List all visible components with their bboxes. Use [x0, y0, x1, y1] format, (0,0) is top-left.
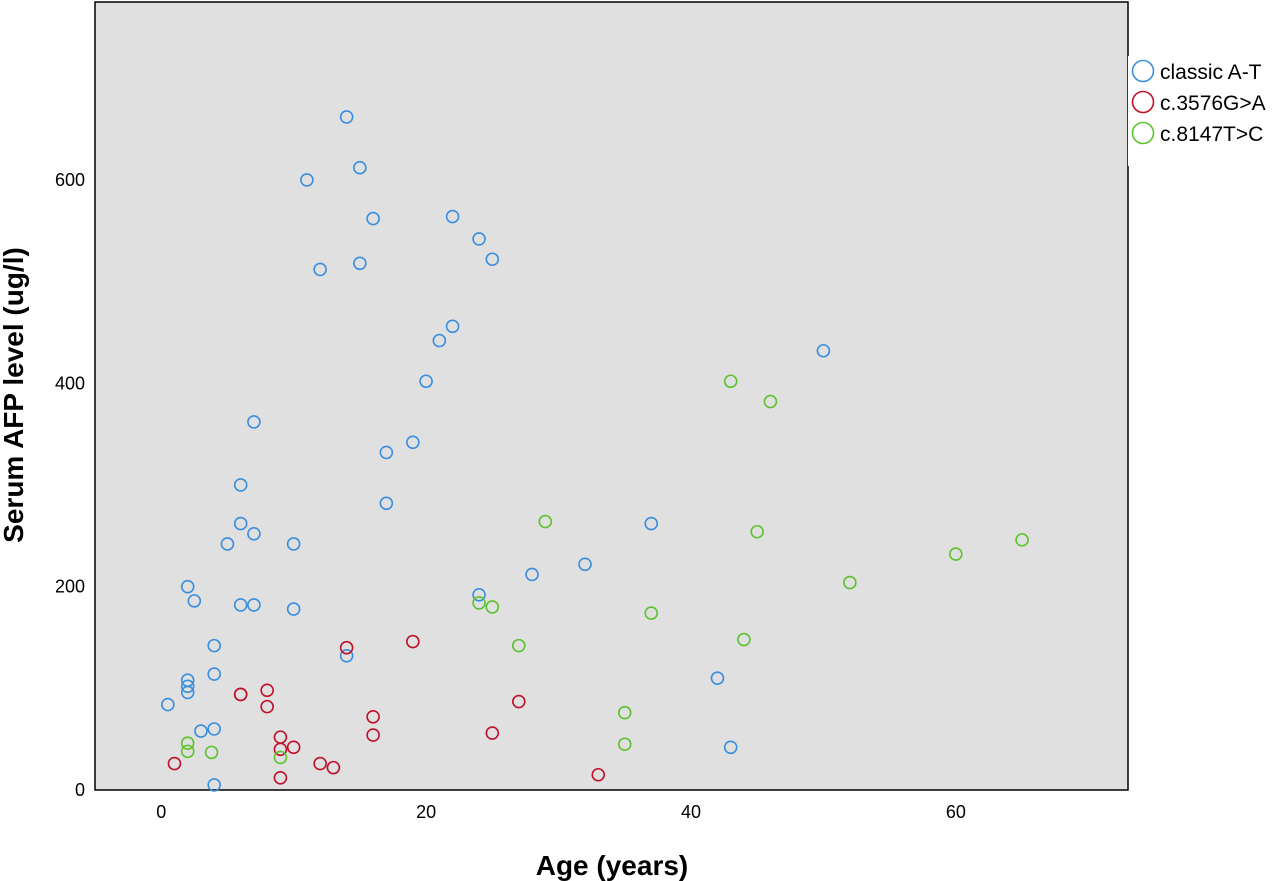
point-series-1 — [260, 699, 274, 714]
point-series-1 — [233, 687, 248, 702]
point-series-2 — [617, 705, 632, 720]
point-series-1 — [406, 634, 420, 649]
point-series-0 — [247, 598, 261, 612]
point-series-0 — [379, 445, 394, 460]
point-series-2 — [1015, 533, 1029, 547]
x-tick-label: 0 — [156, 802, 166, 822]
point-series-2 — [273, 750, 288, 765]
y-tick-label: 200 — [55, 577, 85, 597]
point-series-0 — [339, 110, 354, 124]
point-series-0 — [432, 333, 447, 348]
point-series-1 — [339, 640, 354, 655]
point-series-0 — [180, 679, 195, 694]
x-tick-label: 40 — [681, 802, 701, 822]
point-series-0 — [339, 648, 354, 663]
point-series-2 — [180, 744, 195, 759]
point-series-1 — [591, 767, 606, 782]
point-series-2 — [617, 737, 632, 752]
point-series-0 — [578, 557, 592, 572]
y-axis-title: Serum AFP level (ug/l) — [0, 247, 29, 543]
point-series-0 — [406, 435, 420, 450]
point-series-0 — [207, 638, 221, 653]
point-series-1 — [273, 770, 288, 785]
point-series-0 — [194, 724, 208, 738]
point-series-0 — [525, 567, 539, 582]
point-series-2 — [723, 374, 738, 389]
point-series-0 — [180, 579, 195, 594]
point-series-0 — [644, 516, 659, 531]
x-tick-label: 20 — [416, 802, 436, 822]
point-series-1 — [326, 760, 341, 775]
point-series-0 — [485, 252, 500, 267]
point-series-2 — [472, 596, 486, 610]
legend-marker — [1131, 59, 1155, 83]
point-series-0 — [313, 262, 327, 277]
point-series-2 — [204, 745, 219, 760]
point-series-0 — [220, 537, 235, 551]
point-series-0 — [286, 602, 301, 616]
y-tick-label: 400 — [55, 373, 85, 393]
point-series-1 — [286, 740, 301, 755]
point-series-2 — [737, 632, 751, 647]
point-series-0 — [233, 516, 248, 531]
point-series-0 — [710, 671, 725, 685]
point-series-2 — [180, 736, 195, 751]
point-series-0 — [816, 343, 831, 358]
point-series-2 — [763, 394, 778, 409]
point-series-0 — [180, 685, 195, 700]
point-series-1 — [511, 694, 526, 709]
point-series-0 — [419, 374, 433, 389]
legend: classic A-T c.3576G>A c.8147T>C — [1128, 56, 1280, 166]
x-axis-title: Age (years) — [536, 850, 689, 881]
point-series-0 — [723, 740, 738, 755]
point-series-0 — [472, 587, 486, 602]
point-series-0 — [445, 209, 460, 224]
point-series-0 — [247, 526, 261, 541]
legend-label: classic A-T — [1160, 61, 1262, 84]
point-series-0 — [472, 232, 486, 246]
point-series-0 — [233, 598, 248, 612]
point-series-2 — [949, 547, 963, 561]
point-series-1 — [273, 742, 288, 757]
point-series-0 — [286, 537, 301, 551]
legend-marker — [1131, 121, 1155, 145]
point-series-1 — [260, 683, 274, 698]
y-tick-label: 600 — [55, 170, 85, 190]
point-series-0 — [353, 256, 367, 271]
point-series-2 — [538, 514, 553, 529]
point-series-0 — [207, 667, 221, 681]
point-series-0 — [379, 496, 394, 511]
point-series-1 — [313, 756, 327, 771]
legend-marker — [1131, 90, 1155, 114]
legend-label: c.8147T>C — [1160, 123, 1263, 146]
point-series-2 — [485, 600, 500, 614]
data-points — [161, 110, 1029, 792]
point-series-2 — [843, 575, 857, 590]
point-series-0 — [233, 478, 248, 492]
point-series-0 — [300, 173, 314, 187]
point-series-1 — [366, 709, 380, 724]
point-series-0 — [445, 319, 460, 334]
point-series-1 — [366, 728, 380, 742]
plot-area — [94, 1, 1129, 791]
point-series-0 — [353, 160, 367, 175]
x-tick-label: 60 — [946, 802, 966, 822]
point-series-0 — [247, 415, 261, 429]
point-series-1 — [485, 726, 500, 740]
point-series-0 — [207, 722, 221, 736]
point-series-1 — [167, 756, 182, 771]
point-series-2 — [750, 524, 764, 539]
point-series-0 — [187, 594, 202, 608]
point-series-0 — [161, 697, 175, 712]
y-tick-label: 0 — [75, 780, 85, 800]
point-series-2 — [511, 638, 526, 653]
point-series-2 — [644, 606, 659, 620]
point-series-0 — [207, 778, 221, 792]
point-series-0 — [366, 211, 380, 226]
legend-label: c.3576G>A — [1160, 92, 1266, 115]
